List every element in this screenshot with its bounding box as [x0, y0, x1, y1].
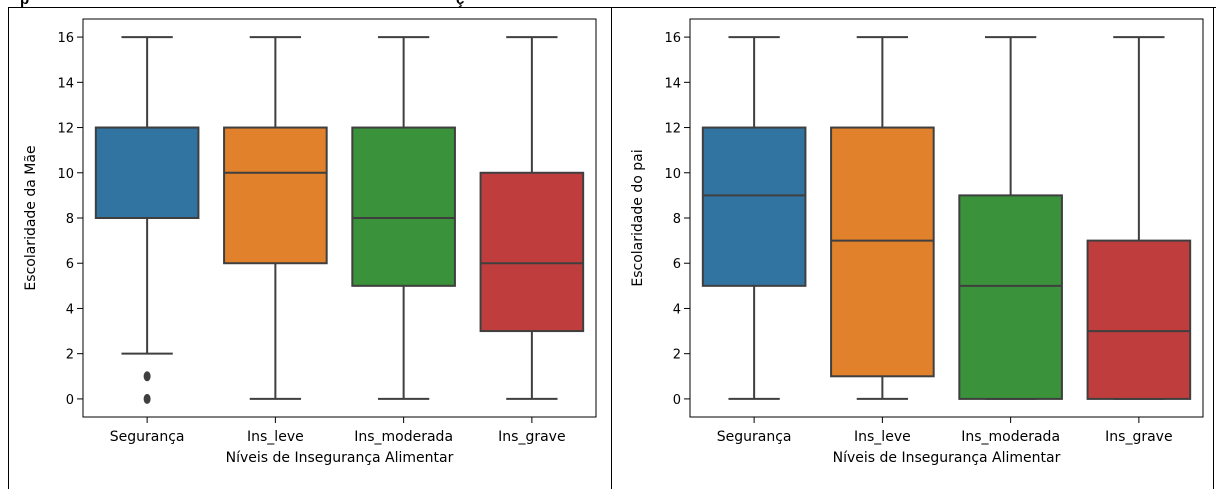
- y-tick-label: 14: [664, 76, 681, 91]
- x-axis-label: Níveis de Insegurança Alimentar: [226, 450, 454, 466]
- y-tick-label: 0: [673, 393, 681, 408]
- x-tick-label: Segurança: [110, 429, 185, 445]
- x-tick-label: Ins_moderada: [961, 429, 1060, 445]
- frame-top-border: [8, 7, 1216, 8]
- caption-text: p: [20, 0, 29, 8]
- y-tick-label: 10: [664, 167, 681, 182]
- caption-text-suffix: ç: [456, 0, 464, 8]
- y-tick-label: 14: [57, 76, 74, 91]
- box-ins_moderada: [351, 126, 456, 287]
- box-seguranca: [94, 126, 200, 219]
- box-ins_moderada: [958, 194, 1063, 400]
- boxplot-mother-education: 0 2 4 6 8 10 12 14 16 Segurança Ins_leve Ins_modera…: [23, 18, 597, 466]
- caption-fragment: pç: [20, 0, 464, 8]
- box-ins_grave: [1086, 239, 1192, 400]
- x-tick-label: Segurança: [717, 429, 792, 445]
- outlier-point: [143, 393, 151, 404]
- y-axis-label: Escolaridade da Mãe: [23, 145, 39, 290]
- x-axis-label: Níveis de Insegurança Alimentar: [833, 450, 1061, 466]
- plot-frame: [82, 18, 597, 418]
- x-tick-label: Ins_leve: [247, 429, 304, 445]
- y-tick-label: 4: [673, 302, 681, 317]
- y-tick-label: 16: [664, 31, 681, 46]
- box-seguranca: [701, 126, 807, 287]
- y-tick-label: 8: [66, 212, 74, 227]
- outlier-point: [143, 371, 151, 382]
- x-tick-label: Ins_grave: [1105, 429, 1172, 445]
- y-axis-label: Escolaridade do pai: [630, 149, 646, 286]
- y-tick-label: 0: [66, 393, 74, 408]
- box-ins_leve: [830, 126, 935, 378]
- box-ins_leve: [223, 126, 328, 265]
- x-tick-label: Ins_moderada: [354, 429, 453, 445]
- y-tick-label: 12: [664, 122, 681, 137]
- x-tick-label: Ins_leve: [854, 429, 911, 445]
- box-ins_grave: [479, 171, 585, 333]
- frame-middle-divider: [611, 7, 612, 489]
- plot-frame: [689, 18, 1204, 418]
- y-tick-label: 4: [66, 302, 74, 317]
- y-tick-label: 6: [673, 257, 681, 272]
- frame-left-border: [8, 7, 9, 489]
- y-tick-label: 8: [673, 212, 681, 227]
- y-tick-label: 10: [57, 167, 74, 182]
- y-tick-label: 2: [673, 348, 681, 363]
- frame-right-border: [1213, 7, 1214, 489]
- y-tick-label: 16: [57, 31, 74, 46]
- y-tick-label: 6: [66, 257, 74, 272]
- y-tick-label: 2: [66, 348, 74, 363]
- x-tick-label: Ins_grave: [498, 429, 565, 445]
- y-tick-label: 12: [57, 122, 74, 137]
